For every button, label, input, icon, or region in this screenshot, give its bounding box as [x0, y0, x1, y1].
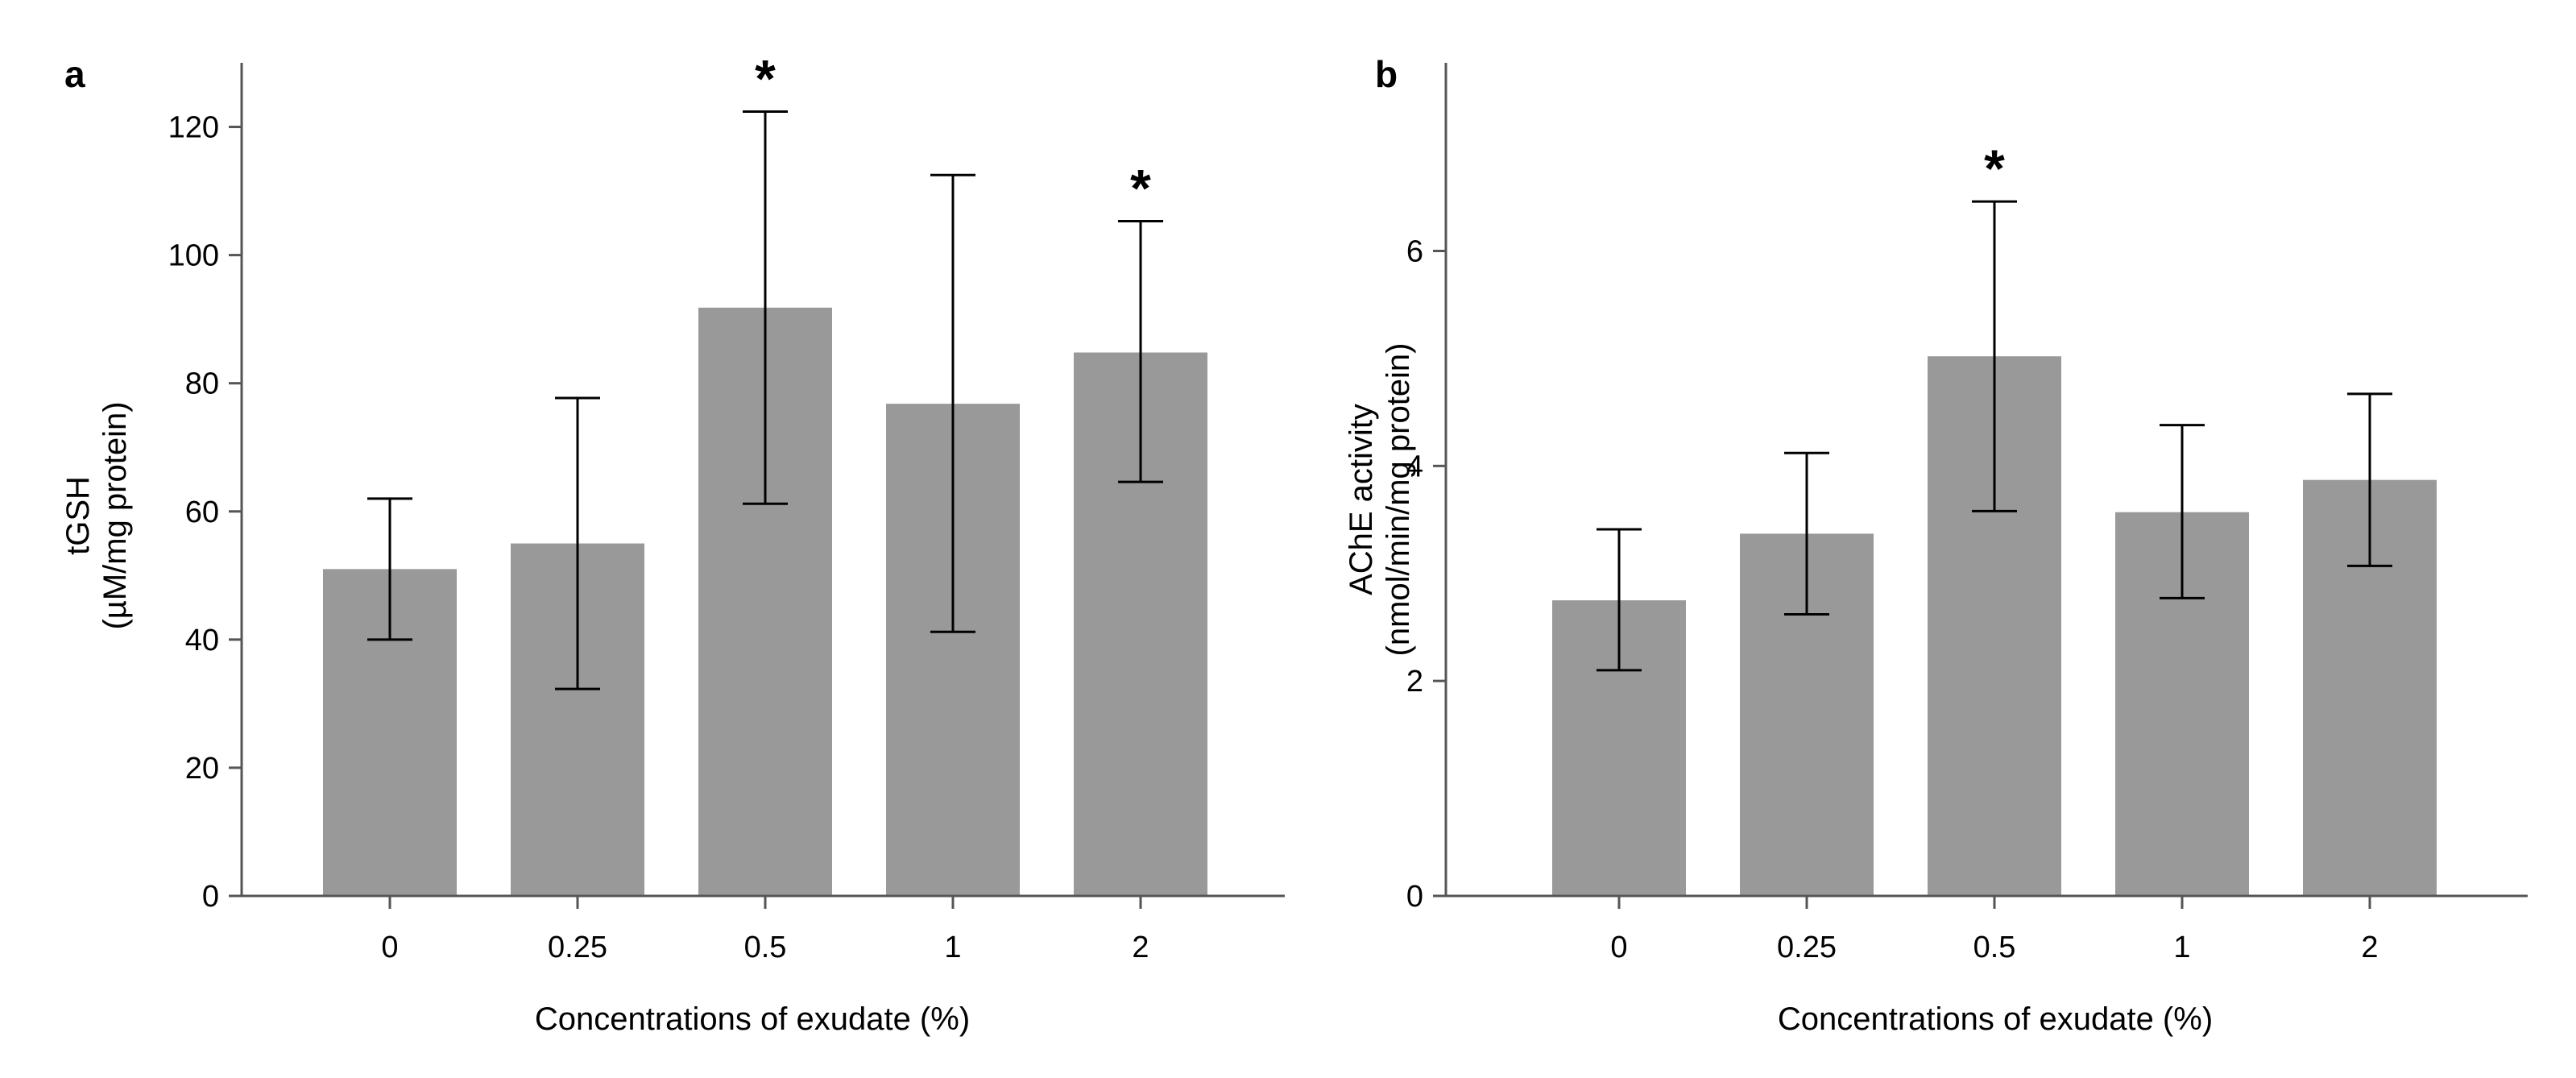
panel-a-significance-4: * [1130, 158, 1151, 218]
panel-a-xtick-label-1: 0.25 [548, 931, 607, 964]
panel-b-ytick-label-3: 6 [1406, 234, 1423, 268]
panel-b-label: b [1375, 53, 1398, 95]
panel-a-xtick-label-2: 0.5 [744, 931, 787, 964]
panel-a-ytick-label-5: 100 [168, 239, 219, 273]
panel-a-xtick-label-4: 2 [1132, 931, 1149, 964]
panel-a-ylabel-line1: tGSH [60, 476, 96, 555]
panel-a-xlabel: Concentrations of exudate (%) [535, 1001, 970, 1037]
panel-a: a tGSH (µM/mg protein) Concentrations of… [60, 48, 1285, 1037]
panel-b-xtick-label-1: 0.25 [1777, 931, 1837, 964]
panel-a-significance-2: * [755, 48, 776, 108]
panel-b-plot: * 0 2 4 6 0 0.25 0.5 1 2 [1406, 63, 2528, 964]
panel-b: b AChE activity (nmol/min/mg protein) Co… [1344, 53, 2528, 1037]
panel-b-ylabel-line1: AChE activity [1344, 404, 1379, 595]
panel-a-xtick-label-0: 0 [381, 931, 398, 964]
panel-b-xtick-label-4: 2 [2361, 931, 2378, 964]
panel-b-xtick-label-3: 1 [2173, 931, 2190, 964]
panel-b-ylabel: AChE activity (nmol/min/mg protein) [1344, 342, 1416, 656]
panel-a-plot: * * 0 20 40 60 80 100 120 0 0.25 0.5 1 2 [168, 48, 1285, 964]
panel-a-ytick-label-6: 120 [168, 111, 219, 145]
panel-a-ylabel: tGSH (µM/mg protein) [60, 401, 133, 629]
panel-a-ytick-label-0: 0 [202, 880, 219, 914]
panel-a-ytick-label-4: 80 [185, 367, 219, 401]
panel-b-ytick-label-0: 0 [1406, 880, 1423, 914]
panel-b-xtick-label-0: 0 [1610, 931, 1627, 964]
panel-b-significance-2: * [1984, 139, 2005, 198]
panel-a-label: a [64, 53, 85, 95]
panel-b-ytick-label-1: 2 [1406, 665, 1423, 699]
panel-a-ytick-label-2: 40 [185, 624, 219, 657]
panel-b-xlabel: Concentrations of exudate (%) [1778, 1001, 2213, 1037]
panel-a-ytick-label-3: 60 [185, 495, 219, 529]
panel-a-xtick-label-3: 1 [944, 931, 961, 964]
panel-b-xtick-label-2: 0.5 [1973, 931, 2016, 964]
panel-b-ytick-label-2: 4 [1406, 450, 1423, 483]
panel-a-ytick-label-1: 20 [185, 752, 219, 786]
panel-a-ylabel-line2: (µM/mg protein) [97, 401, 133, 629]
panel-b-ylabel-line2: (nmol/min/mg protein) [1381, 342, 1416, 656]
